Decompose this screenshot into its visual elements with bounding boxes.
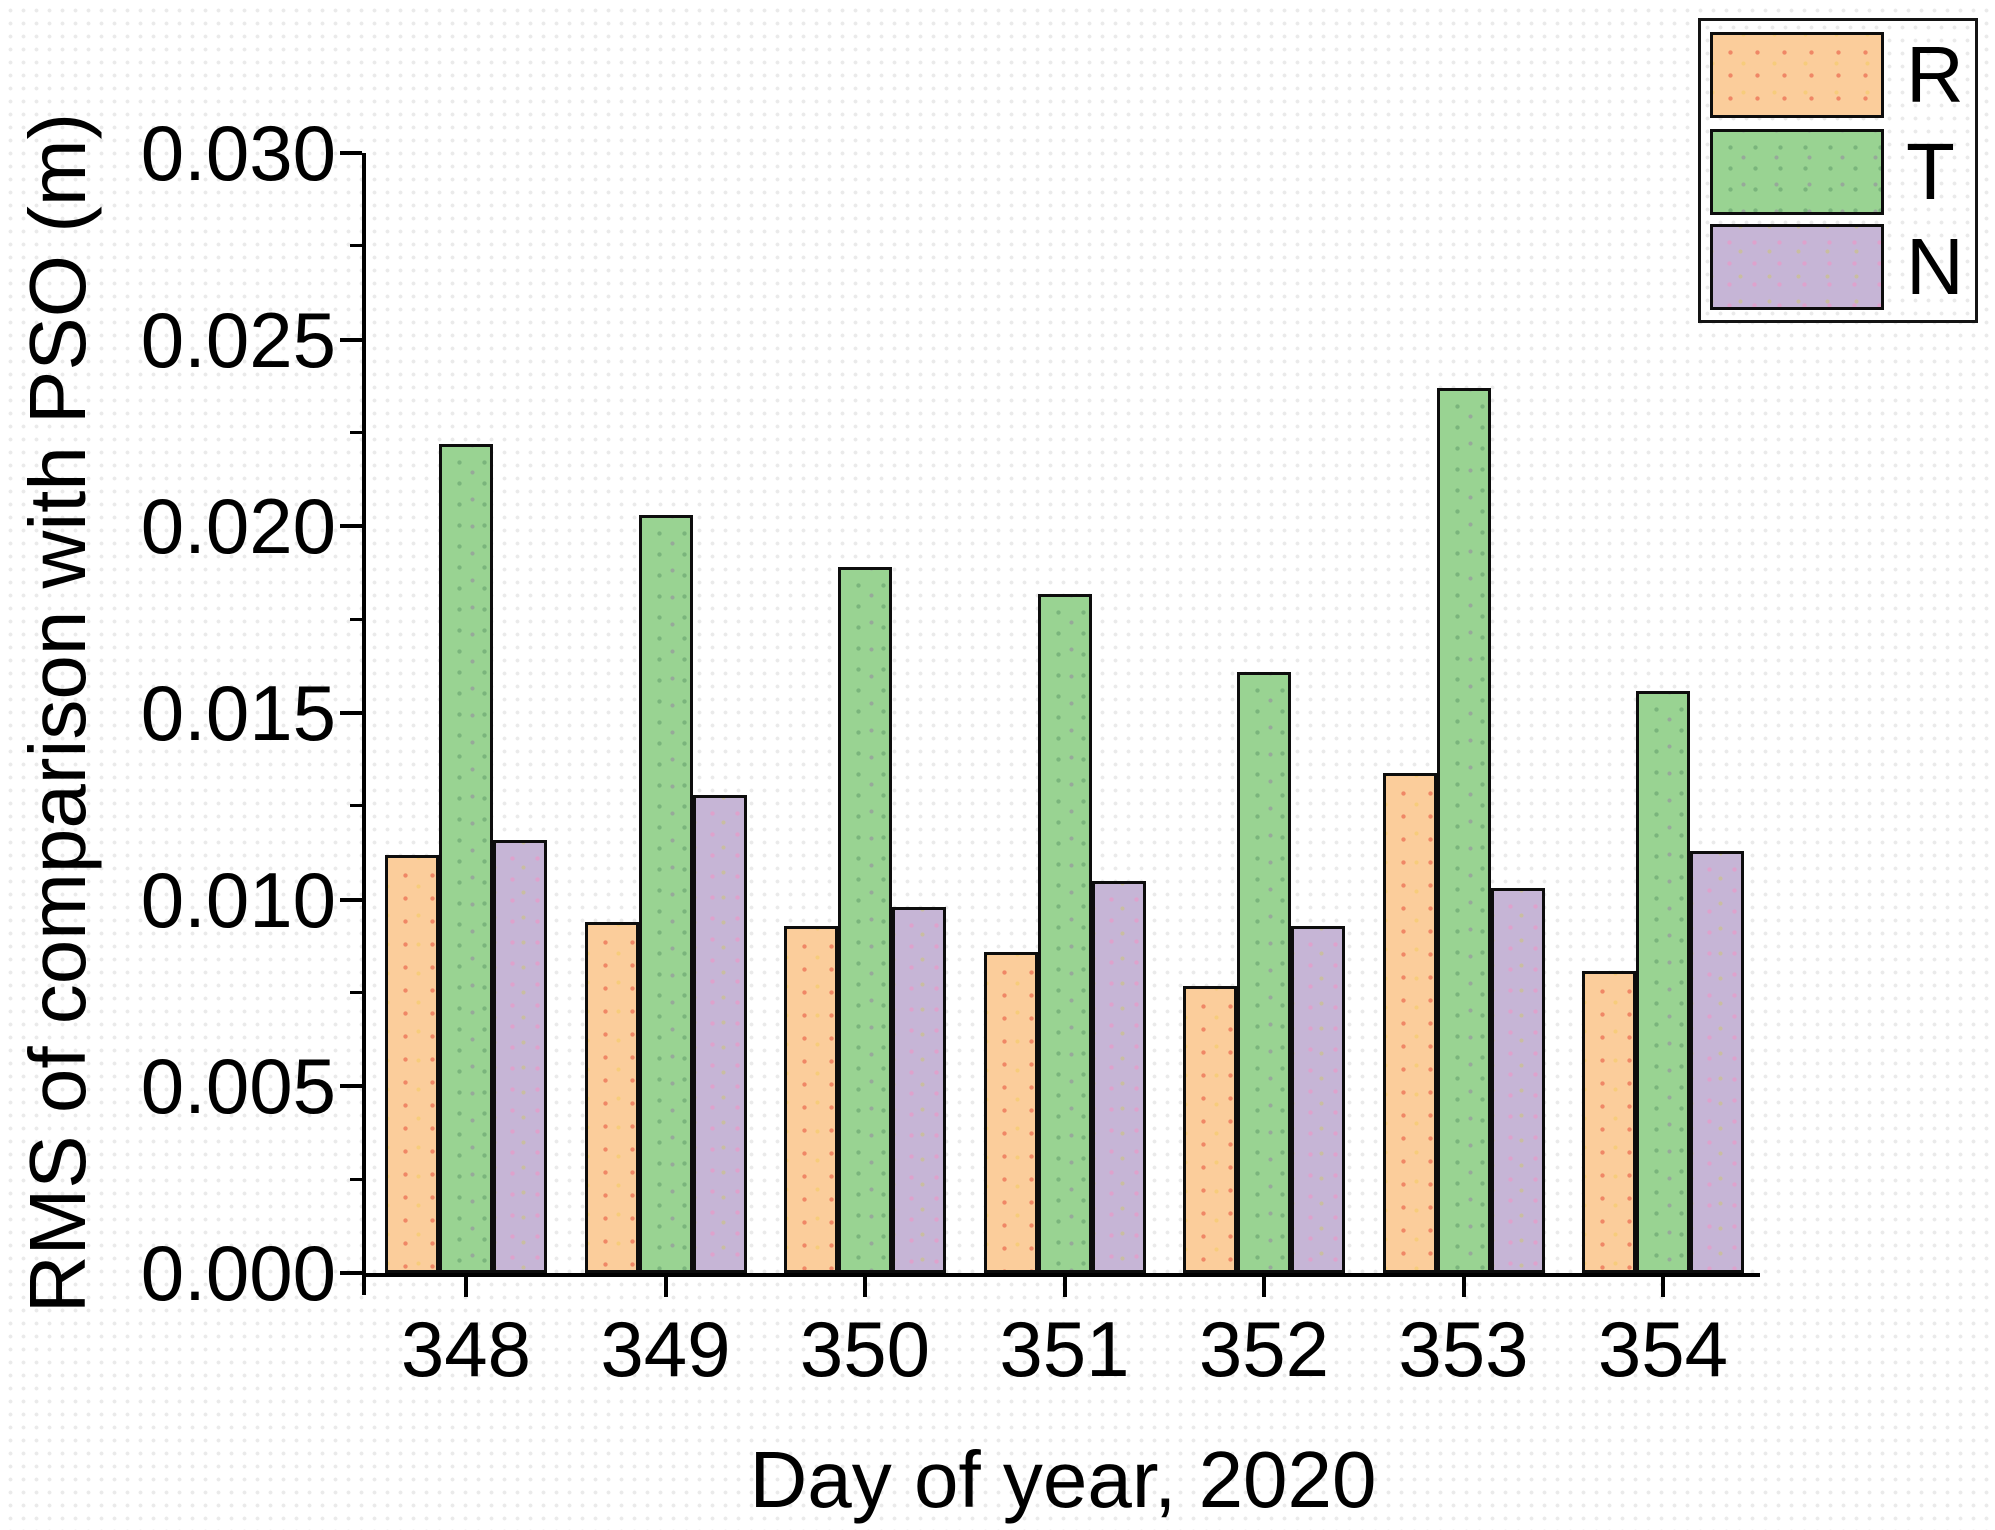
bar-r-351 (983, 952, 1038, 1273)
bar-t-354 (1636, 691, 1690, 1273)
legend-label-t: T (1906, 127, 1955, 216)
x-tick-label: 349 (600, 1305, 731, 1393)
x-major-tick (464, 1277, 468, 1297)
y-minor-tick (350, 991, 362, 994)
legend-label-r: R (1906, 30, 1964, 119)
y-tick-label: 0.015 (140, 669, 336, 757)
y-major-tick (340, 897, 362, 902)
y-minor-tick (350, 617, 362, 621)
axis-origin-stub (362, 1277, 366, 1295)
x-major-tick (1461, 1277, 1466, 1297)
bar-n-350 (892, 907, 946, 1273)
y-minor-tick (350, 244, 362, 248)
bar-n-353 (1490, 888, 1545, 1273)
bar-n-351 (1091, 881, 1146, 1273)
bar-n-354 (1690, 851, 1744, 1273)
x-tick-label: 348 (400, 1305, 532, 1393)
y-major-tick (340, 337, 362, 342)
bar-r-353 (1382, 773, 1437, 1273)
legend-entry-r: R (1710, 32, 1970, 118)
x-tick-label: 351 (999, 1305, 1130, 1393)
x-axis-title: Day of year, 2020 (749, 1435, 1377, 1524)
bar-r-350 (784, 926, 838, 1273)
bar-r-352 (1183, 986, 1237, 1273)
y-minor-tick (350, 1177, 362, 1181)
legend-swatch-n-icon (1710, 224, 1884, 310)
bar-r-348 (385, 855, 439, 1273)
y-tick-label: 0.030 (140, 109, 336, 197)
bar-n-349 (692, 795, 747, 1273)
y-tick-label: 0.005 (140, 1042, 336, 1131)
bar-t-352 (1237, 672, 1291, 1273)
x-major-tick (863, 1277, 867, 1297)
legend-swatch-t-icon (1710, 129, 1884, 215)
bar-n-348 (493, 840, 547, 1273)
bar-n-352 (1291, 926, 1345, 1273)
bar-t-348 (439, 444, 493, 1273)
plot-area (362, 153, 1760, 1277)
y-major-tick (340, 1271, 362, 1275)
y-major-tick (340, 711, 362, 715)
y-major-tick (340, 151, 362, 155)
x-tick-label: 352 (1198, 1305, 1330, 1393)
bar-t-353 (1436, 388, 1491, 1273)
legend-entry-t: T (1710, 129, 1970, 215)
bar-t-349 (638, 515, 693, 1273)
legend: R T N (1698, 18, 1978, 323)
x-major-tick (1062, 1277, 1067, 1297)
y-major-tick (340, 524, 362, 529)
y-minor-tick (350, 431, 362, 434)
y-minor-tick (350, 804, 362, 808)
bar-r-354 (1582, 971, 1636, 1273)
bar-t-350 (838, 567, 892, 1273)
x-tick-label: 350 (799, 1305, 931, 1393)
y-tick-label: 0.025 (140, 295, 336, 384)
x-major-tick (1661, 1277, 1665, 1297)
bar-t-351 (1037, 594, 1092, 1273)
legend-swatch-r-icon (1710, 32, 1884, 118)
y-tick-label: 0.000 (140, 1229, 336, 1317)
legend-label-n: N (1906, 222, 1964, 311)
x-major-tick (663, 1277, 668, 1297)
x-tick-label: 353 (1398, 1305, 1529, 1393)
y-tick-label: 0.020 (140, 482, 336, 571)
bar-r-349 (584, 922, 639, 1273)
y-tick-label: 0.010 (140, 855, 336, 944)
x-major-tick (1262, 1277, 1266, 1297)
legend-entry-n: N (1710, 224, 1970, 310)
y-major-tick (340, 1084, 362, 1089)
x-tick-label: 354 (1597, 1305, 1729, 1393)
